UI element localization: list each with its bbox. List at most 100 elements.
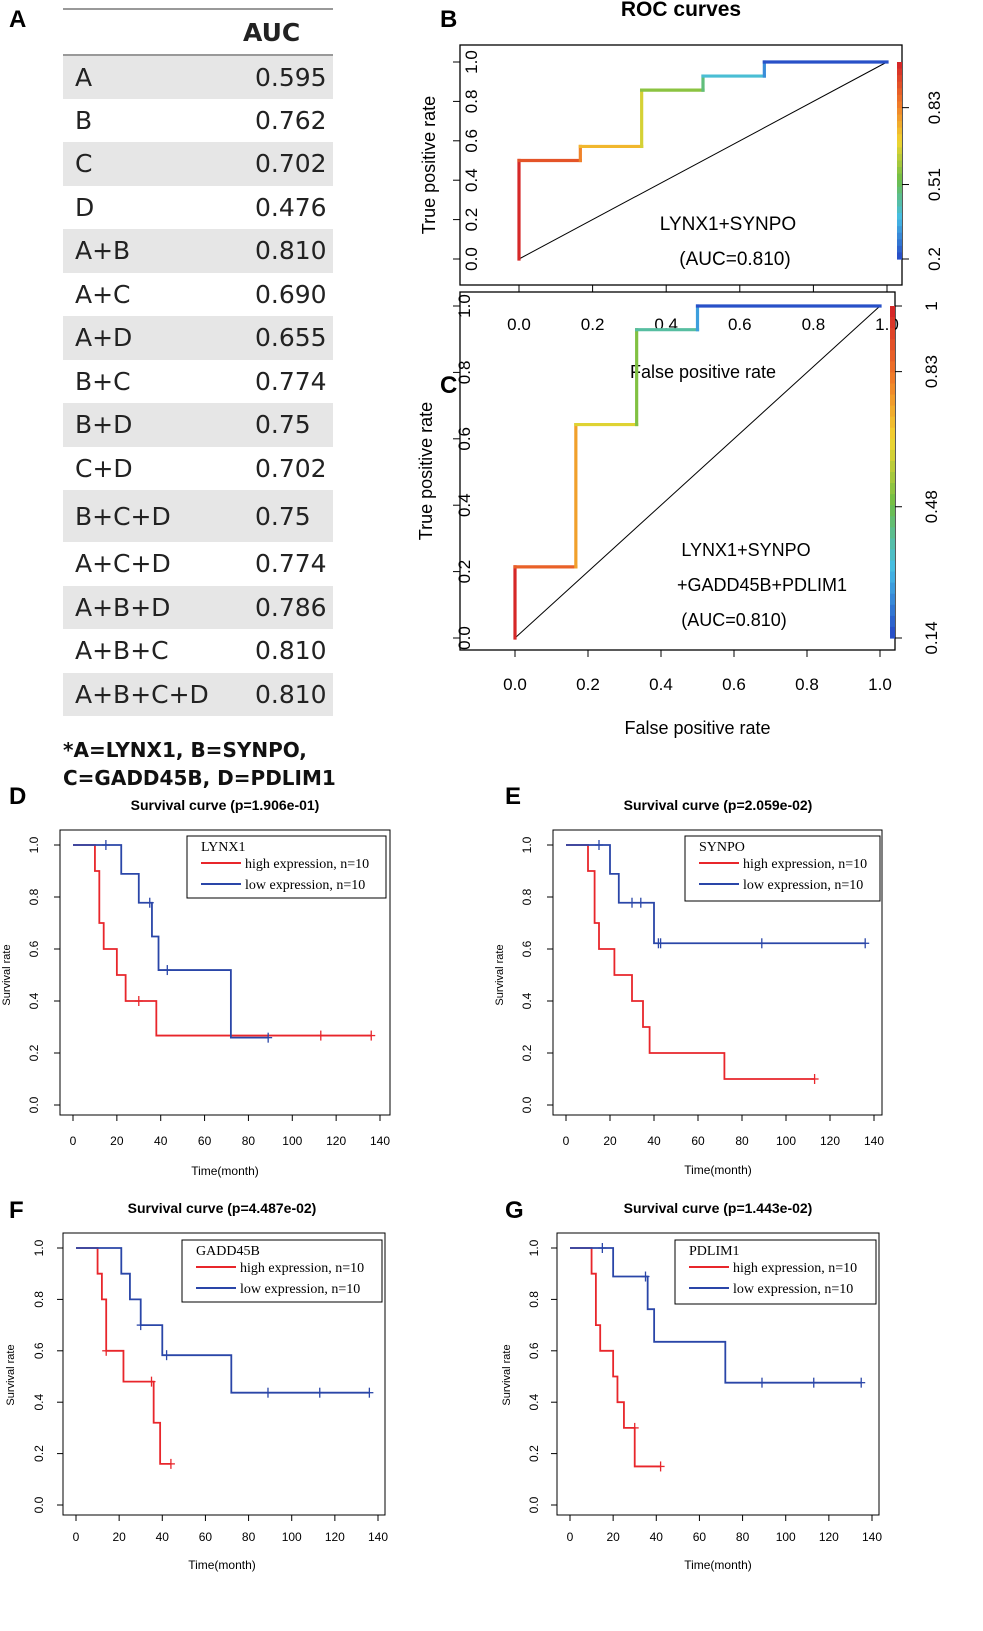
auc-table-model-cell: A+B+D: [63, 585, 243, 629]
survD-x-tick-label: 140: [370, 1134, 390, 1148]
rocB-y-tick-label: 1.0: [462, 50, 481, 74]
rocB-y-tick-label: 0.0: [462, 247, 481, 271]
rocC-colorbar-segment: [890, 571, 895, 584]
rocB-colorbar-segment: [897, 114, 902, 122]
survE-y-label: Survival rate: [494, 944, 506, 1005]
rocC-annotation: (AUC=0.810): [681, 610, 787, 630]
rocB-colorbar-tick-label: 0.51: [925, 168, 944, 201]
survD-y-tick-label: 0.0: [27, 1096, 41, 1113]
auc-table-row: A 0.595: [63, 55, 333, 99]
panel-label-c: C: [440, 372, 458, 399]
rocC-colorbar-segment: [890, 372, 895, 385]
survD-x-tick-label: 20: [110, 1134, 124, 1148]
rocC-y-tick-label: 0.8: [455, 361, 474, 385]
auc-table-row: A+D 0.655: [63, 316, 333, 360]
auc-table-model-cell: A+C+D: [75, 549, 171, 579]
survG-y-tick-label: 1.0: [527, 1239, 541, 1256]
rocC-colorbar-tick-label: 0.14: [922, 621, 941, 654]
rocC-colorbar-segment: [890, 505, 895, 517]
survF-x-tick-label: 80: [242, 1530, 256, 1544]
survF-x-label: Time(month): [188, 1558, 256, 1572]
auc-table-value-cell: 0.75: [243, 403, 333, 447]
auc-table-row: D 0.476: [63, 186, 333, 230]
rocB-colorbar-segment: [897, 62, 902, 70]
auc-table-row: C 0.702: [63, 142, 333, 186]
survF-y-tick-label: 0.2: [32, 1445, 46, 1462]
rocC-colorbar-segment: [890, 361, 895, 373]
survG-legend-label: low expression, n=10: [733, 1282, 853, 1297]
auc-table-value-cell: 0.476: [255, 192, 327, 222]
survE-title: Survival curve (p=2.059e-02): [624, 797, 813, 813]
auc-table-value-cell: 0.786: [243, 585, 333, 629]
rocB-colorbar-segment: [897, 186, 902, 194]
auc-table-value-cell: 0.655: [243, 316, 333, 360]
survD-y-tick-label: 0.6: [27, 940, 41, 957]
auc-table-value-cell: 0.774: [255, 549, 327, 579]
rocB-colorbar-segment: [897, 239, 902, 247]
rocC-colorbar-segment: [890, 438, 895, 451]
rocC-y-tick-label: 0.2: [455, 560, 474, 584]
auc-table-header: AUC: [63, 8, 333, 56]
survG-x-tick-label: 140: [862, 1530, 882, 1544]
rocB-annotation: LYNX1+SYNPO: [660, 214, 796, 235]
survG-series-low-line: [570, 1247, 862, 1384]
rocB-x-tick-label: 0.8: [802, 315, 826, 334]
rocB-colorbar-segment: [897, 232, 902, 240]
auc-table-model-cell: A+B: [63, 229, 243, 273]
panel-label-d: D: [9, 783, 27, 810]
survD-x-tick-label: 60: [198, 1134, 212, 1148]
rocB-colorbar-segment: [897, 160, 902, 168]
rocB-y-label: True positive rate: [419, 96, 439, 234]
rocB-x-tick-label: 0.0: [507, 315, 531, 334]
auc-table-row: B+D 0.75: [63, 403, 333, 447]
table-footnote-line1: *A=LYNX1, B=SYNPO,: [63, 738, 307, 762]
rocC-colorbar-segment: [890, 604, 895, 617]
survF-x-tick-label: 40: [156, 1530, 170, 1544]
survD-x-tick-label: 80: [242, 1134, 256, 1148]
survF-y-tick-label: 0.0: [32, 1496, 46, 1513]
auc-table: AUC A 0.595 B 0.762 C 0.702 D 0.476 A+B 0.810 A+C 0…: [63, 8, 333, 716]
rocC-colorbar-segment: [890, 472, 895, 484]
rocB-title: ROC curves: [621, 0, 741, 21]
auc-table-row: A+B 0.810: [63, 229, 333, 273]
table-footnote-line2: C=GADD45B, D=PDLIM1: [63, 766, 336, 790]
auc-table-model-cell: D: [75, 192, 95, 222]
rocC-colorbar-segment: [890, 626, 895, 639]
auc-table-row: B+C+D 0.75: [63, 490, 333, 542]
survF-y-label: Survival rate: [5, 1344, 17, 1405]
auc-table-model-cell: A+B+C: [75, 636, 169, 666]
survG-x-tick-label: 100: [776, 1530, 796, 1544]
survE-x-tick-label: 60: [691, 1134, 705, 1148]
survE-legend-title: SYNPO: [699, 840, 745, 855]
survG-series-high-line: [570, 1247, 661, 1468]
survE-legend-label: high expression, n=10: [743, 857, 867, 872]
survG-x-tick-label: 40: [650, 1530, 664, 1544]
survG-legend-title: PDLIM1: [689, 1244, 740, 1259]
survG-y-tick-label: 0.2: [527, 1445, 541, 1462]
rocB-colorbar-segment: [897, 101, 902, 109]
survG-x-tick-label: 120: [819, 1530, 839, 1544]
rocC-x-tick-label: 0.2: [576, 675, 600, 694]
rocC-colorbar-tick-label: 1: [922, 301, 941, 310]
rocC-colorbar-segment: [890, 427, 895, 440]
survF-x-tick-label: 100: [282, 1530, 302, 1544]
survE-y-tick-label: 1.0: [520, 836, 534, 853]
rocB-colorbar-segment: [897, 153, 902, 162]
survF-title: Survival curve (p=4.487e-02): [128, 1200, 317, 1216]
rocC-x-tick-label: 0.6: [722, 675, 746, 694]
rocC-y-label: True positive rate: [416, 402, 436, 540]
survD-y-tick-label: 0.2: [27, 1044, 41, 1061]
rocC-colorbar-segment: [890, 615, 895, 628]
survF-y-tick-label: 1.0: [32, 1239, 46, 1256]
survD-series-low-line: [73, 844, 269, 1039]
panel-label-b: B: [440, 6, 458, 33]
survE-y-tick-label: 0.4: [520, 992, 534, 1009]
survG-legend-box: [674, 1239, 877, 1305]
rocB-y-tick-label: 0.6: [462, 129, 481, 153]
survE-legend-box: [684, 835, 881, 902]
survE-y-tick-label: 0.0: [520, 1096, 534, 1113]
rocB-colorbar-tick-label: 0.2: [925, 247, 944, 271]
auc-table-row: A+B+C 0.810: [63, 629, 333, 673]
rocC-colorbar-segment: [890, 516, 895, 528]
